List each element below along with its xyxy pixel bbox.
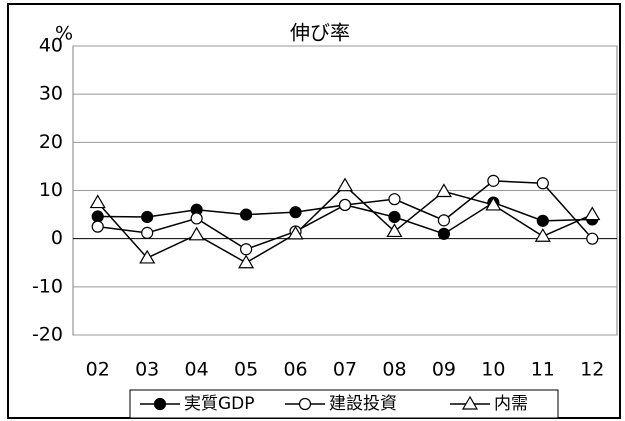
marker: [536, 214, 549, 227]
marker: [153, 397, 167, 411]
x-tick-label: 05: [234, 359, 258, 381]
marker: [188, 226, 205, 241]
marker: [584, 206, 601, 221]
y-tick-label: 20: [39, 131, 63, 153]
marker: [487, 174, 500, 187]
marker: [338, 198, 352, 212]
marker: [239, 208, 253, 221]
marker: [287, 225, 304, 240]
marker: [485, 196, 502, 211]
marker: [336, 177, 354, 192]
marker: [141, 226, 154, 239]
y-tick-label: -10: [32, 275, 63, 297]
legend: 実質GDP 建設投資 内需: [129, 389, 559, 419]
x-tick-label: 08: [382, 359, 406, 381]
marker: [437, 214, 451, 227]
marker: [91, 220, 104, 233]
x-tick-label: 04: [185, 359, 209, 381]
marker: [239, 243, 253, 256]
marker: [586, 232, 599, 245]
x-tick-label: 11: [531, 359, 555, 381]
marker: [388, 210, 401, 224]
y-tick-label: 30: [39, 83, 63, 105]
marker: [139, 249, 156, 264]
x-tick-label: 12: [580, 359, 604, 381]
y-tick-label: 0: [51, 227, 63, 249]
marker: [89, 194, 106, 209]
marker: [91, 210, 104, 223]
marker: [461, 395, 479, 410]
chart-title: 伸び率: [290, 21, 350, 45]
marker: [536, 177, 549, 190]
marker: [298, 397, 312, 411]
marker: [534, 228, 551, 242]
y-tick-label: 40: [39, 35, 63, 57]
marker: [437, 227, 451, 240]
marker: [388, 193, 401, 206]
legend-label: 実質GDP: [184, 394, 255, 414]
marker: [435, 183, 452, 198]
legend-label: 内需: [494, 394, 528, 414]
y-tick-label: -20: [32, 324, 63, 346]
legend-label: 建設投資: [329, 394, 397, 414]
y-tick-label: 10: [39, 179, 63, 201]
marker: [289, 206, 302, 219]
marker: [386, 223, 403, 238]
x-tick-label: 10: [481, 359, 505, 381]
marker: [141, 210, 154, 224]
x-tick-label: 02: [86, 359, 110, 381]
marker: [190, 212, 203, 225]
x-tick-label: 03: [135, 359, 159, 381]
y-unit: %: [55, 23, 73, 45]
marker: [238, 254, 255, 269]
x-tick-label: 06: [283, 359, 307, 381]
x-tick-label: 07: [333, 359, 357, 381]
x-tick-label: 09: [432, 359, 456, 381]
